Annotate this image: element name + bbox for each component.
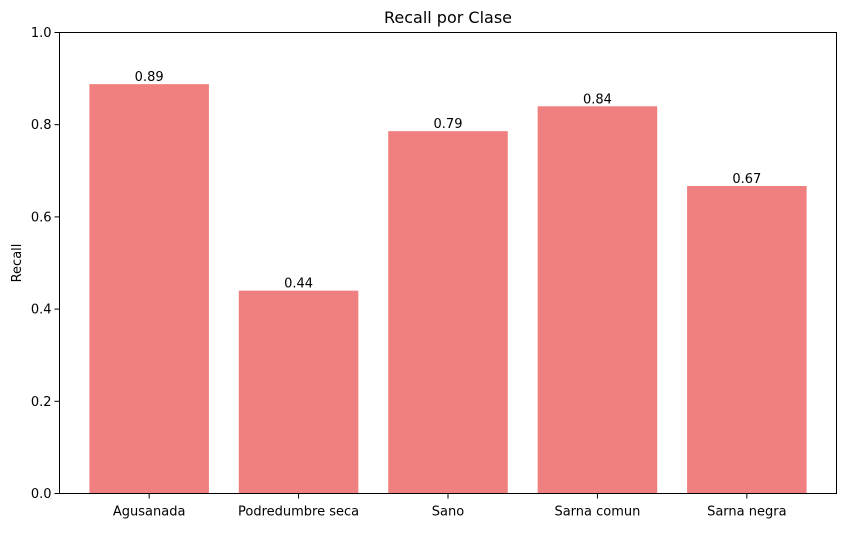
x-tick-label: Podredumbre seca	[238, 505, 359, 520]
bar	[537, 106, 658, 494]
y-tick-label: 0.8	[31, 118, 52, 133]
plot-frame	[59, 32, 837, 494]
bar	[89, 84, 209, 494]
bar-labels-group: 0.89 0.44 0.79 0.84 0.67	[135, 70, 762, 292]
x-tick-label: Sarna comun	[554, 505, 640, 520]
bar-value-label: 0.44	[284, 277, 313, 292]
y-axis: 0.0 0.2 0.4 0.6 0.8 1.0	[31, 26, 60, 502]
x-tick-label: Sarna negra	[707, 505, 786, 520]
y-tick-label: 1.0	[31, 26, 52, 41]
chart-title: Recall por Clase	[384, 8, 512, 27]
bar	[687, 186, 807, 494]
bar	[388, 131, 508, 494]
bar-value-label: 0.79	[434, 117, 463, 132]
bar-value-label: 0.89	[135, 70, 164, 85]
y-tick-label: 0.6	[31, 210, 52, 225]
x-tick-label: Agusanada	[113, 505, 186, 520]
bar-value-label: 0.67	[732, 172, 761, 187]
bar-value-label: 0.84	[583, 92, 612, 107]
y-tick-label: 0.0	[31, 487, 52, 502]
y-tick-label: 0.2	[31, 395, 52, 410]
x-tick-label: Sano	[432, 505, 464, 520]
y-axis-title: Recall	[10, 244, 25, 283]
bars-group	[89, 84, 807, 494]
x-axis: Agusanada Podredumbre seca Sano Sarna comun…	[113, 493, 787, 520]
y-tick-label: 0.4	[31, 303, 52, 318]
bar	[238, 290, 359, 494]
